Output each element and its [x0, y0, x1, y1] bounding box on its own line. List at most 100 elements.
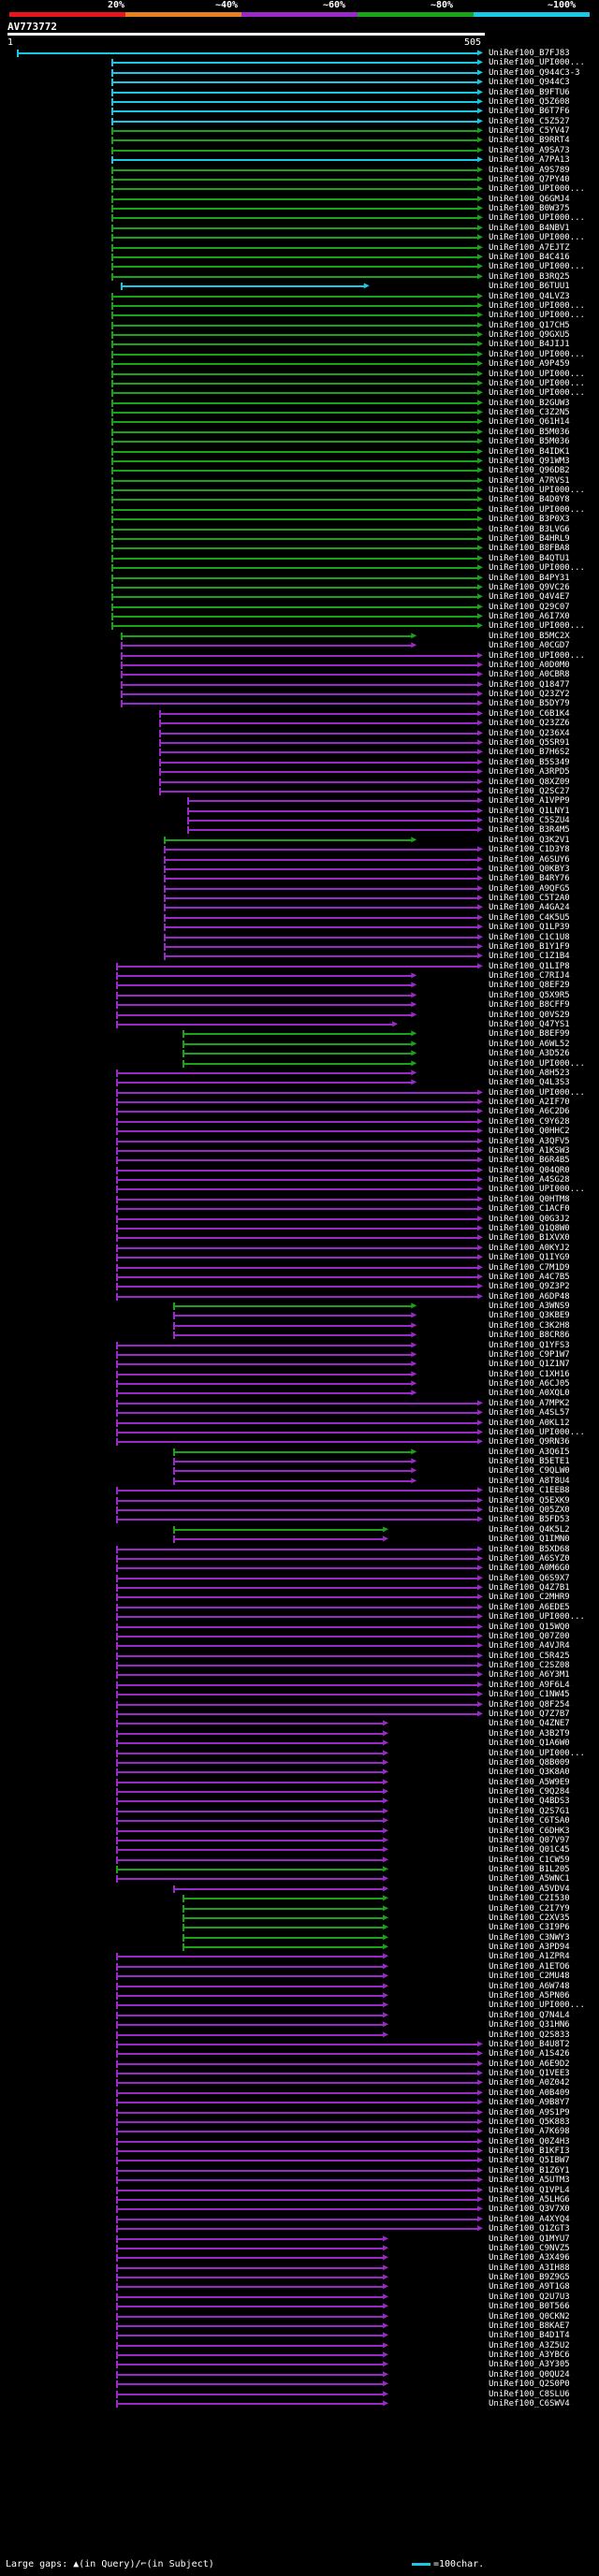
hit-label[interactable]: UniRef100_A5W9E9	[489, 1777, 570, 1787]
hit-row[interactable]: ▶ UniRef100_B8KAE7	[0, 2321, 599, 2331]
hit-row[interactable]: ▶ UniRef100_Q1IMN0	[0, 1535, 599, 1544]
hit-row[interactable]: ▶ UniRef100_A5VDV4	[0, 1884, 599, 1894]
hit-row[interactable]: ▶ UniRef100_C1XH16	[0, 1369, 599, 1379]
hit-row[interactable]: ▶ UniRef100_Q944C3-3	[0, 67, 599, 78]
hit-row[interactable]: ▶ UniRef100_Q4ZNE7	[0, 1719, 599, 1728]
hit-label[interactable]: UniRef100_Q05ZX0	[489, 1506, 570, 1515]
hit-row[interactable]: ▶ UniRef100_A3Y305	[0, 2360, 599, 2369]
hit-row[interactable]: ▶ UniRef100_Q1VPL4	[0, 2185, 599, 2195]
hit-row[interactable]: ▶ UniRef100_Q61H14	[0, 417, 599, 427]
hit-row[interactable]: ▶ UniRef100_A1ETO6	[0, 1961, 599, 1972]
hit-row[interactable]: ▶ UniRef100_C8SLU6	[0, 2389, 599, 2399]
hit-row[interactable]: ▶ UniRef100_Q1IYG9	[0, 1253, 599, 1262]
hit-label[interactable]: UniRef100_C9Y628	[489, 1116, 570, 1127]
hit-label[interactable]: UniRef100_Q4V4E7	[489, 592, 570, 603]
hit-row[interactable]: ▶ UniRef100_B5MC2X	[0, 631, 599, 641]
hit-row[interactable]: ▶ UniRef100_B9Z9G5	[0, 2273, 599, 2282]
hit-label[interactable]: UniRef100_A0D0M0	[489, 660, 570, 670]
hit-label[interactable]: UniRef100_A5WNC1	[489, 1874, 570, 1885]
hit-row[interactable]: ▶ UniRef100_Q0QU24	[0, 2369, 599, 2380]
hit-row[interactable]: ▶ UniRef100_Q9Z3P2	[0, 1282, 599, 1291]
hit-label[interactable]: UniRef100_C1XH16	[489, 1369, 570, 1379]
hit-row[interactable]: ▶ UniRef100_A8H523	[0, 1068, 599, 1078]
hit-label[interactable]: UniRef100_A9SA73	[489, 145, 570, 155]
hit-label[interactable]: UniRef100_Q23ZZ6	[489, 719, 570, 729]
hit-label[interactable]: UniRef100_A3QFV5	[489, 1136, 570, 1146]
hit-row[interactable]: ▶ UniRef100_UPI000...	[0, 378, 599, 388]
hit-label[interactable]: UniRef100_C1EEB8	[489, 1486, 570, 1496]
hit-row[interactable]: ▶ UniRef100_B5S349	[0, 757, 599, 767]
hit-row[interactable]: ▶ UniRef100_C2SZ08	[0, 1661, 599, 1670]
hit-row[interactable]: ▶ UniRef100_B4C416	[0, 252, 599, 262]
hit-row[interactable]: ▶ UniRef100_C6TSA0	[0, 1816, 599, 1826]
hit-row[interactable]: ▶ UniRef100_Q2U7U3	[0, 2292, 599, 2302]
hit-label[interactable]: UniRef100_B4PY31	[489, 573, 570, 583]
hit-label[interactable]: UniRef100_B0T566	[489, 2302, 570, 2312]
hit-label[interactable]: UniRef100_Q5IBW7	[489, 2156, 570, 2166]
hit-label[interactable]: UniRef100_Q1LIP8	[489, 961, 570, 971]
hit-row[interactable]: ▶ UniRef100_Q8B009	[0, 1757, 599, 1768]
hit-row[interactable]: ▶ UniRef100_Q5X9R5	[0, 990, 599, 1000]
hit-label[interactable]: UniRef100_C9QLW0	[489, 1466, 570, 1477]
hit-label[interactable]: UniRef100_A6W748	[489, 1981, 570, 1991]
hit-label[interactable]: UniRef100_A3PD94	[489, 1943, 570, 1953]
hit-row[interactable]: ▶ UniRef100_B8CFF9	[0, 1000, 599, 1010]
hit-label[interactable]: UniRef100_A1S426	[489, 2049, 570, 2059]
hit-row[interactable]: ▶ UniRef100_B3P0X3	[0, 515, 599, 524]
hit-label[interactable]: UniRef100_B1L205	[489, 1865, 570, 1875]
hit-label[interactable]: UniRef100_C9NVZ5	[489, 2243, 570, 2253]
hit-row[interactable]: ▶ UniRef100_B8CR86	[0, 1331, 599, 1340]
hit-label[interactable]: UniRef100_Q0CKN2	[489, 2311, 570, 2321]
hit-row[interactable]: ▶ UniRef100_B4PY31	[0, 573, 599, 583]
hit-row[interactable]: ▶ UniRef100_A6W748	[0, 1981, 599, 1991]
hit-label[interactable]: UniRef100_UPI000...	[489, 1058, 585, 1069]
hit-label[interactable]: UniRef100_A1KSW3	[489, 1145, 570, 1156]
hit-row[interactable]: ▶ UniRef100_C3NWY3	[0, 1932, 599, 1943]
hit-row[interactable]: ▶ UniRef100_C6DHK3	[0, 1826, 599, 1836]
hit-row[interactable]: ▶ UniRef100_A9B8Y7	[0, 2098, 599, 2107]
hit-row[interactable]: ▶ UniRef100_A0KYJ2	[0, 1243, 599, 1253]
hit-row[interactable]: ▶ UniRef100_A3IH88	[0, 2263, 599, 2273]
hit-label[interactable]: UniRef100_Q91WM3	[489, 456, 570, 466]
hit-label[interactable]: UniRef100_Q5SR91	[489, 737, 570, 748]
hit-row[interactable]: ▶ UniRef100_A9QFG5	[0, 883, 599, 894]
hit-row[interactable]: ▶ UniRef100_Q0KBY3	[0, 864, 599, 874]
hit-row[interactable]: ▶ UniRef100_C9NVZ5	[0, 2243, 599, 2253]
hit-label[interactable]: UniRef100_A0CBR8	[489, 670, 570, 680]
hit-row[interactable]: ▶ UniRef100_A6EDE5	[0, 1602, 599, 1612]
hit-label[interactable]: UniRef100_UPI000...	[489, 2001, 585, 2011]
hit-row[interactable]: ▶ UniRef100_A9P459	[0, 359, 599, 369]
hit-label[interactable]: UniRef100_Q3V7X0	[489, 2205, 570, 2215]
hit-row[interactable]: ▶ UniRef100_A5PN06	[0, 1991, 599, 2001]
hit-row[interactable]: ▶ UniRef100_Q04QR0	[0, 1165, 599, 1175]
hit-row[interactable]: ▶ UniRef100_Q4Z7B1	[0, 1583, 599, 1593]
hit-label[interactable]: UniRef100_C9P1W7	[489, 1349, 570, 1360]
hit-label[interactable]: UniRef100_Q8B009	[489, 1757, 570, 1768]
hit-row[interactable]: ▶ UniRef100_A3RPD5	[0, 767, 599, 777]
hit-row[interactable]: ▶ UniRef100_Q2SC27	[0, 786, 599, 796]
hit-row[interactable]: ▶ UniRef100_B6T7F6	[0, 107, 599, 116]
hit-label[interactable]: UniRef100_A4XYQ4	[489, 2214, 570, 2224]
hit-label[interactable]: UniRef100_C5T2A0	[489, 894, 570, 904]
hit-row[interactable]: ▶ UniRef100_Q18477	[0, 679, 599, 690]
hit-label[interactable]: UniRef100_UPI000...	[489, 233, 585, 243]
hit-label[interactable]: UniRef100_B4JIJ1	[489, 340, 570, 350]
hit-row[interactable]: ▶ UniRef100_Q9VC26	[0, 582, 599, 592]
hit-label[interactable]: UniRef100_A0M6G0	[489, 1564, 570, 1574]
hit-row[interactable]: ▶ UniRef100_B4D1T4	[0, 2331, 599, 2340]
hit-label[interactable]: UniRef100_A4SL57	[489, 1408, 570, 1419]
hit-row[interactable]: ▶ UniRef100_B1XVX0	[0, 1233, 599, 1243]
hit-row[interactable]: ▶ UniRef100_Q7PY40	[0, 174, 599, 184]
hit-row[interactable]: ▶ UniRef100_UPI000...	[0, 233, 599, 242]
hit-label[interactable]: UniRef100_A5LHG6	[489, 2194, 570, 2205]
hit-row[interactable]: ▶ UniRef100_A4C7B5	[0, 1272, 599, 1282]
hit-label[interactable]: UniRef100_A7RVS1	[489, 475, 570, 486]
hit-label[interactable]: UniRef100_UPI000...	[489, 388, 585, 399]
hit-label[interactable]: UniRef100_B6T7F6	[489, 107, 570, 117]
hit-row[interactable]: ▶ UniRef100_A5WNC1	[0, 1874, 599, 1884]
hit-label[interactable]: UniRef100_Q2S0P0	[489, 2380, 570, 2390]
hit-label[interactable]: UniRef100_B7H6S2	[489, 748, 570, 758]
hit-row[interactable]: ▶ UniRef100_Q47YS1	[0, 1020, 599, 1029]
hit-row[interactable]: ▶ UniRef100_C3K2H8	[0, 1320, 599, 1331]
hit-row[interactable]: ▶ UniRef100_Q91WM3	[0, 456, 599, 466]
